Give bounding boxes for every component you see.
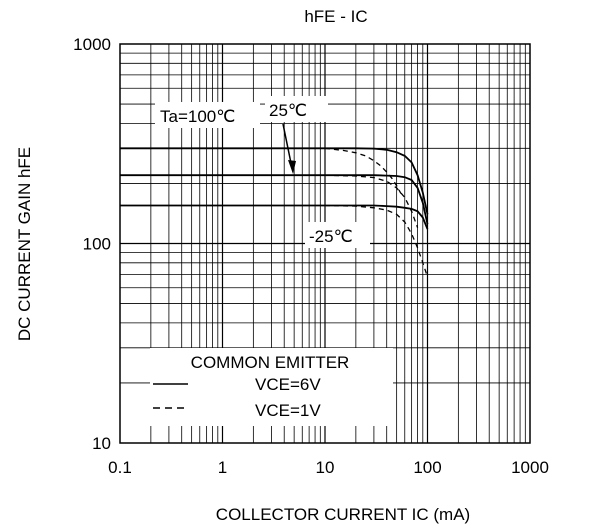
annotation-ta100-box <box>155 102 260 128</box>
series-line-solid <box>120 204 429 230</box>
y-axis-title: DC CURRENT GAIN hFE <box>15 147 34 341</box>
x-tick-label: 1000 <box>511 458 549 477</box>
series-line-solid <box>120 174 429 225</box>
series-layer <box>120 147 429 278</box>
y-tick-label: 100 <box>83 235 111 254</box>
x-axis-title: COLLECTOR CURRENT IC (mA) <box>216 505 470 524</box>
x-tick-label: 100 <box>413 458 441 477</box>
legend-label-vce1v: VCE=1V <box>255 401 321 420</box>
series-line-solid <box>120 147 429 215</box>
series-line-dashed <box>324 174 419 228</box>
tick-labels: 0.1 1 10 100 1000 10 100 1000 <box>73 35 549 477</box>
series-line-dashed <box>324 204 429 278</box>
y-tick-label: 10 <box>92 434 111 453</box>
chart-title: hFE - IC <box>304 7 367 26</box>
legend-label-vce6v: VCE=6V <box>255 375 321 394</box>
annotation-minus25c: -25℃ <box>309 227 353 246</box>
annotation-ta100: Ta=100℃ <box>160 107 235 126</box>
legend-title: COMMON EMITTER <box>191 353 350 372</box>
annotation-25c-arrow-head <box>288 160 296 174</box>
x-tick-label: 10 <box>316 458 335 477</box>
x-tick-label: 0.1 <box>108 458 132 477</box>
plot-frame <box>119 43 531 444</box>
legend: COMMON EMITTER VCE=6V VCE=1V <box>150 348 393 426</box>
y-tick-label: 1000 <box>73 35 111 54</box>
x-tick-label: 1 <box>218 458 227 477</box>
series-line-dashed <box>324 147 402 194</box>
annotation-25c-box <box>265 96 328 122</box>
annotation-m25c-box <box>305 222 370 248</box>
legend-box <box>150 348 393 426</box>
annotation-25c: 25℃ <box>269 101 307 120</box>
